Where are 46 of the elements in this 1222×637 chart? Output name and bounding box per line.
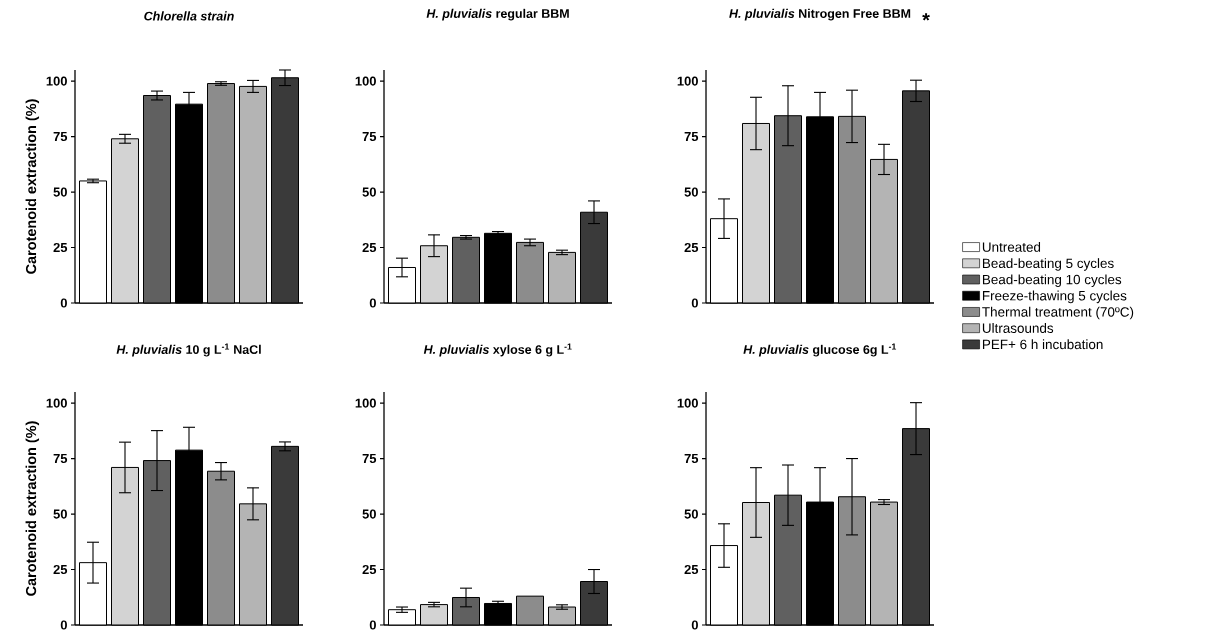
y-tick-label: 100 xyxy=(46,398,67,408)
y-tick-label: 0 xyxy=(60,620,67,630)
y-tick-label: 0 xyxy=(369,620,376,630)
y-tick-label: 50 xyxy=(53,509,67,519)
y-tick-label: 0 xyxy=(60,298,67,308)
y-tick-label: 100 xyxy=(677,76,698,86)
chart-title: H. pluvialis regular BBM xyxy=(426,8,569,21)
y-tick-label: 0 xyxy=(691,620,698,630)
y-axis-title: Carotenoid extraction (%) xyxy=(25,99,40,274)
legend-label: Thermal treatment (70ºC) xyxy=(982,306,1134,320)
y-axis-title: Carotenoid extraction (%) xyxy=(25,421,40,596)
y-tick-label: 0 xyxy=(691,298,698,308)
chart-title: H. pluvialis 10 g L$^{-1}$ NaCl xyxy=(116,343,261,357)
y-tick-label: 75 xyxy=(53,454,68,464)
y-tick-label: 100 xyxy=(46,76,67,86)
y-tick-label: 50 xyxy=(684,509,698,519)
chart-title: Chlorella strain xyxy=(144,11,234,21)
y-tick-label: 75 xyxy=(684,454,699,464)
y-tick-label: 100 xyxy=(355,76,376,86)
y-tick-label: 50 xyxy=(684,187,698,197)
y-tick-label: 25 xyxy=(53,242,68,253)
y-tick-label: 25 xyxy=(362,242,377,253)
y-tick-label: 0 xyxy=(369,298,376,308)
legend-label: Bead-beating 5 cycles xyxy=(982,258,1114,271)
y-tick-label: 25 xyxy=(684,242,699,253)
chart-title: H. pluvialis glucose 6g L$^{-1}$ xyxy=(743,343,897,357)
chart-title: H. pluvialis Nitrogen Free BBM xyxy=(729,8,911,21)
y-tick-label: 25 xyxy=(362,564,377,575)
legend-label: Bead-beating 10 cycles xyxy=(982,274,1122,287)
y-tick-label: 75 xyxy=(684,132,699,142)
legend-label: PEF+ 6 h incubation xyxy=(982,339,1103,350)
y-tick-label: 50 xyxy=(362,187,376,197)
y-tick-label: 100 xyxy=(355,398,376,408)
y-tick-label: 25 xyxy=(53,564,68,575)
y-tick-label: 75 xyxy=(362,454,377,464)
y-tick-label: 50 xyxy=(53,187,67,197)
y-tick-label: 75 xyxy=(362,132,377,142)
chart-title: H. pluvialis xylose 6 g L$^{-1}$ xyxy=(423,343,572,357)
y-tick-label: 75 xyxy=(53,132,68,142)
legend-label: Ultrasounds xyxy=(982,323,1054,333)
y-tick-label: 50 xyxy=(362,509,376,519)
text: * xyxy=(922,13,930,21)
legend-label: Freeze-thawing 5 cycles xyxy=(982,290,1127,304)
y-tick-label: 100 xyxy=(677,398,698,408)
y-tick-label: 25 xyxy=(684,564,699,575)
legend-label: Untreated xyxy=(982,241,1041,252)
